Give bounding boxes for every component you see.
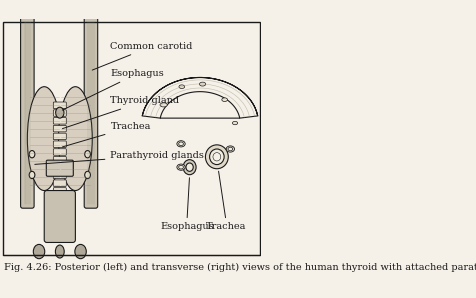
FancyBboxPatch shape [53,172,66,179]
Ellipse shape [27,87,61,190]
Ellipse shape [29,171,35,179]
Ellipse shape [55,245,64,258]
FancyBboxPatch shape [53,195,66,202]
Ellipse shape [85,150,90,158]
Ellipse shape [183,160,196,175]
Text: Trachea: Trachea [206,222,246,231]
Ellipse shape [179,85,185,89]
Ellipse shape [160,103,167,107]
FancyBboxPatch shape [53,149,66,155]
FancyBboxPatch shape [53,110,66,116]
FancyBboxPatch shape [84,17,98,208]
Ellipse shape [33,244,45,259]
Ellipse shape [85,171,90,179]
Ellipse shape [213,153,221,161]
FancyBboxPatch shape [53,102,66,108]
Ellipse shape [59,87,92,190]
Ellipse shape [206,145,228,169]
Ellipse shape [75,244,86,259]
Ellipse shape [56,107,64,118]
FancyBboxPatch shape [46,160,73,176]
FancyBboxPatch shape [53,141,66,148]
FancyBboxPatch shape [53,180,66,186]
Ellipse shape [209,149,224,164]
Polygon shape [160,92,240,118]
Ellipse shape [177,141,185,147]
Text: Fig. 4.26: Posterior (left) and transverse (right) views of the human thyroid wi: Fig. 4.26: Posterior (left) and transver… [4,263,476,272]
Ellipse shape [177,164,185,170]
Text: Parathyroid glands: Parathyroid glands [35,151,204,164]
Ellipse shape [29,150,35,158]
FancyBboxPatch shape [53,125,66,132]
Text: Esophagus: Esophagus [62,69,164,110]
Text: Common carotid: Common carotid [92,42,193,70]
Ellipse shape [178,142,183,146]
Text: Thyroid gland: Thyroid gland [62,97,179,129]
FancyBboxPatch shape [53,118,66,124]
FancyBboxPatch shape [20,17,34,208]
FancyBboxPatch shape [53,133,66,140]
Ellipse shape [226,146,235,152]
Text: Trachea: Trachea [62,122,151,147]
Polygon shape [142,77,258,116]
FancyBboxPatch shape [53,188,66,194]
Ellipse shape [222,98,228,102]
Text: Esophagus: Esophagus [160,222,214,231]
FancyBboxPatch shape [53,156,66,163]
Ellipse shape [228,147,233,151]
FancyBboxPatch shape [44,190,75,243]
Ellipse shape [178,165,183,169]
Ellipse shape [232,121,238,125]
Ellipse shape [199,82,206,86]
FancyBboxPatch shape [53,164,66,171]
Ellipse shape [186,163,193,171]
